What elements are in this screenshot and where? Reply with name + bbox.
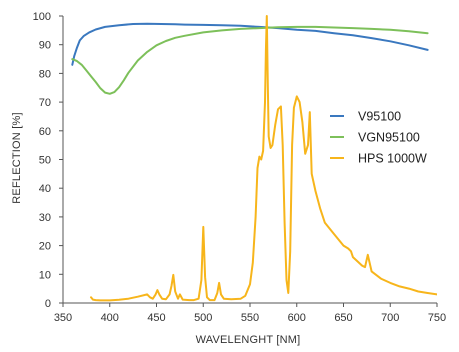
- y-tick-label: 60: [39, 126, 51, 138]
- legend: V95100 VGN95100 HPS 1000W: [330, 110, 427, 166]
- y-tick-label: 30: [39, 212, 51, 224]
- legend-label: V95100: [358, 110, 401, 124]
- x-tick-label: 450: [147, 312, 165, 324]
- x-tick-label: 700: [381, 312, 399, 324]
- x-tick-label: 650: [334, 312, 352, 324]
- y-tick-label: 100: [33, 11, 51, 23]
- x-tick-label: 750: [428, 312, 446, 324]
- x-tick-label: 500: [194, 312, 212, 324]
- y-tick-label: 40: [39, 183, 51, 195]
- y-tick-label: 20: [39, 241, 51, 253]
- series-layer: [71, 15, 437, 302]
- legend-label: VGN95100: [358, 131, 420, 145]
- series-line-3: [90, 15, 437, 302]
- y-tick-label: 0: [45, 298, 51, 310]
- y-axis-title: REFLECTION [%]: [11, 112, 23, 203]
- series-line-2: [71, 25, 429, 95]
- y-tick-label: 10: [39, 269, 51, 281]
- x-tick-label: 400: [101, 312, 119, 324]
- x-tick-label: 350: [54, 312, 72, 324]
- legend-label: HPS 1000W: [358, 152, 427, 166]
- series-line-1: [71, 22, 429, 66]
- x-axis-title: WAVELENGHT [NM]: [196, 334, 301, 346]
- y-tick-label: 90: [39, 40, 51, 52]
- y-tick-label: 50: [39, 155, 51, 167]
- y-tick-label: 80: [39, 68, 51, 80]
- y-tick-label: 70: [39, 97, 51, 109]
- ticks-layer: 350 400 450 500 550 600 650 700 750 0 10 20 30 40 50 60…: [33, 11, 447, 324]
- x-tick-label: 550: [241, 312, 259, 324]
- x-tick-label: 600: [288, 312, 306, 324]
